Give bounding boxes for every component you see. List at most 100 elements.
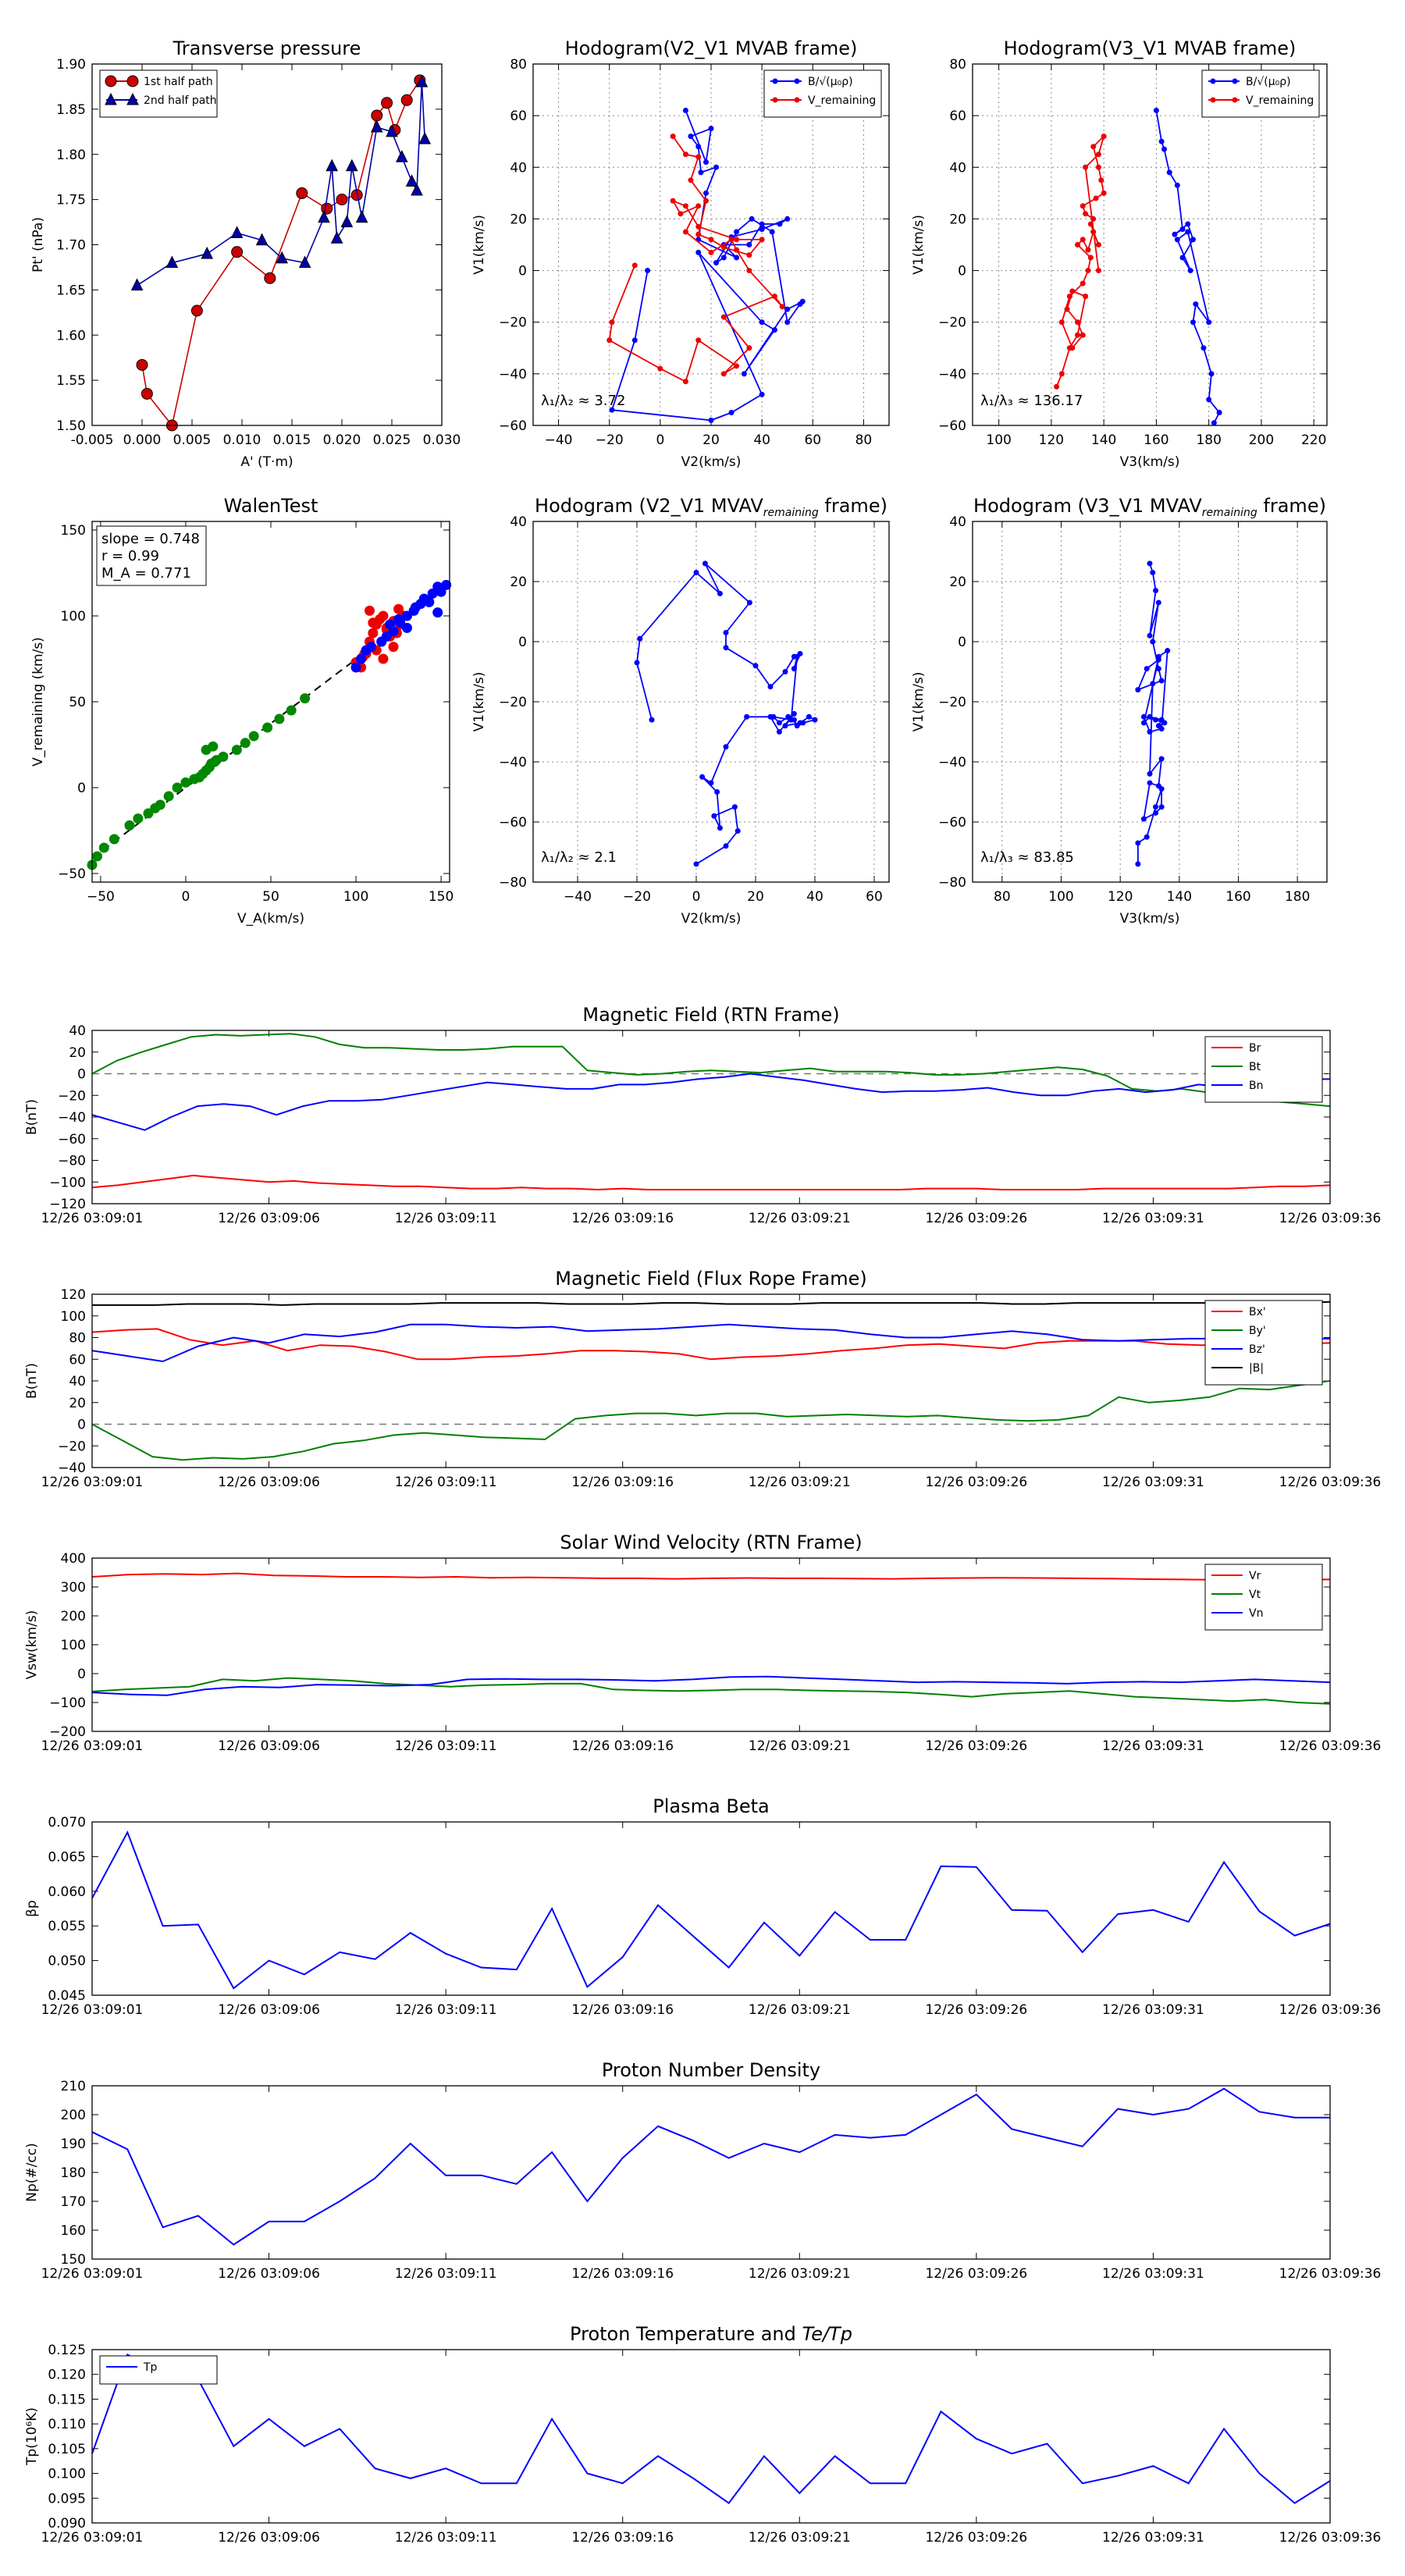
x-tick-label: 12/26 03:09:16 xyxy=(571,2002,674,2018)
data-point xyxy=(1153,108,1159,114)
data-point xyxy=(759,319,765,326)
data-point xyxy=(298,255,311,269)
legend: Tp xyxy=(99,2355,218,2385)
ratio-annotation: λ₁/λ₃ ≈ 136.17 xyxy=(980,393,1083,409)
stats-box xyxy=(96,525,207,586)
y-tick-label: 40 xyxy=(69,1023,86,1039)
data-point xyxy=(1090,229,1097,235)
data-point xyxy=(231,246,244,258)
data-point xyxy=(1158,756,1165,762)
data-point xyxy=(734,363,740,369)
data-point xyxy=(262,722,273,733)
y-tick-label: 190 xyxy=(61,2137,86,2152)
data-point xyxy=(791,710,797,717)
legend-label-Bn: Bn xyxy=(1249,1080,1263,1092)
data-point xyxy=(1058,371,1065,377)
y-tick-label: 20 xyxy=(949,212,966,227)
chart-title: Hodogram (V2_V1 MVAVremaining frame) xyxy=(535,495,887,519)
y-tick-label: 1.90 xyxy=(56,57,86,73)
x-axis-label: V3(km/s) xyxy=(1120,454,1180,470)
data-point xyxy=(717,590,723,596)
data-point xyxy=(1140,713,1147,720)
axes-frame xyxy=(91,1293,1331,1468)
data-point xyxy=(1150,681,1156,687)
data-point xyxy=(330,231,343,244)
y-tick-label: −20 xyxy=(938,695,966,710)
y-tick-label: 0 xyxy=(77,781,86,796)
data-point xyxy=(1166,169,1172,176)
title-part: Proton Temperature and xyxy=(570,2323,802,2345)
data-point xyxy=(1158,138,1165,144)
data-point xyxy=(1135,861,1141,867)
data-point xyxy=(368,628,379,639)
x-tick-label: 12/26 03:09:16 xyxy=(571,2266,674,2282)
data-point xyxy=(714,789,720,795)
data-point xyxy=(670,197,676,204)
data-point xyxy=(248,731,259,742)
chart-magnetic_field_flux_rope: −40 −20 0 20 40 60 80 100 120 12/26 03:09:01 12/26… xyxy=(24,1268,1381,1490)
chart-walen_test: −50 0 50 100 150 −50 0 50 100 150 WalenTest V_A(km/… xyxy=(30,495,454,927)
y-tick-label: 40 xyxy=(949,514,966,530)
legend-label-2nd half path: 2nd half path xyxy=(144,94,217,107)
data-point xyxy=(695,337,702,343)
data-point xyxy=(708,249,714,255)
data-point xyxy=(812,717,818,723)
legend-box xyxy=(763,69,882,118)
x-tick-label: 12/26 03:09:06 xyxy=(218,1211,320,1226)
data-point xyxy=(702,197,709,204)
data-point xyxy=(749,215,755,222)
y-tick-label: 0.105 xyxy=(48,2442,86,2457)
legend-marker xyxy=(105,75,117,87)
chart-title: Proton Number Density xyxy=(602,2059,820,2081)
y-tick-label: 0 xyxy=(77,1667,86,1682)
axes-frame xyxy=(532,521,890,883)
y-tick-label: 0.060 xyxy=(48,1884,86,1900)
data-point xyxy=(98,842,109,853)
data-point xyxy=(218,751,229,762)
chart-proton_temperature: 0.090 0.095 0.100 0.105 0.110 0.115 0.120 0.125… xyxy=(24,2323,1381,2546)
series-green xyxy=(87,693,311,870)
y-tick-label: 40 xyxy=(69,1374,86,1389)
y-tick-label: 60 xyxy=(69,1352,86,1368)
data-point xyxy=(1155,666,1161,672)
data-point xyxy=(609,319,615,326)
data-point xyxy=(777,221,783,227)
data-point xyxy=(708,417,714,423)
y-tick-label: −20 xyxy=(58,1088,86,1104)
y-tick-label: −50 xyxy=(58,866,86,882)
chart-title: Magnetic Field (Flux Rope Frame) xyxy=(555,1268,866,1290)
y-tick-label: 0 xyxy=(958,264,966,279)
x-tick-label: 12/26 03:09:26 xyxy=(925,2530,1027,2546)
data-point xyxy=(720,254,727,261)
data-point xyxy=(1187,268,1193,274)
data-point xyxy=(702,159,709,165)
legend-label-Vn: Vn xyxy=(1249,1607,1263,1620)
data-point xyxy=(1179,254,1186,261)
data-point xyxy=(1080,332,1086,338)
data-point xyxy=(606,337,613,343)
data-point xyxy=(1144,666,1150,672)
x-tick-label: 12/26 03:09:06 xyxy=(218,2266,320,2282)
y-tick-label: 0.045 xyxy=(48,1988,86,2004)
data-point xyxy=(286,705,297,716)
x-tick-label: 60 xyxy=(866,889,883,905)
data-point xyxy=(723,744,729,750)
legend-label-Vt: Vt xyxy=(1249,1589,1261,1601)
legend: Bx' By' Bz' |B| xyxy=(1204,1300,1323,1386)
data-point xyxy=(717,825,723,831)
x-tick-label: −20 xyxy=(623,889,651,905)
data-point xyxy=(1098,177,1104,183)
data-point xyxy=(325,158,339,172)
data-point xyxy=(713,164,720,170)
x-tick-label: -0.005 xyxy=(71,432,114,448)
data-point xyxy=(678,211,684,217)
data-point xyxy=(785,713,791,720)
chart-title: Proton Temperature and Te/Tp xyxy=(570,2323,852,2345)
data-point xyxy=(693,861,699,867)
x-tick-label: −50 xyxy=(87,889,115,905)
legend-label-1st half path: 1st half path xyxy=(144,76,213,88)
x-tick-label: 60 xyxy=(804,432,821,448)
data-point xyxy=(771,327,777,333)
title-part: Hodogram (V2_V1 MVAV xyxy=(535,495,763,517)
data-point xyxy=(711,813,717,819)
